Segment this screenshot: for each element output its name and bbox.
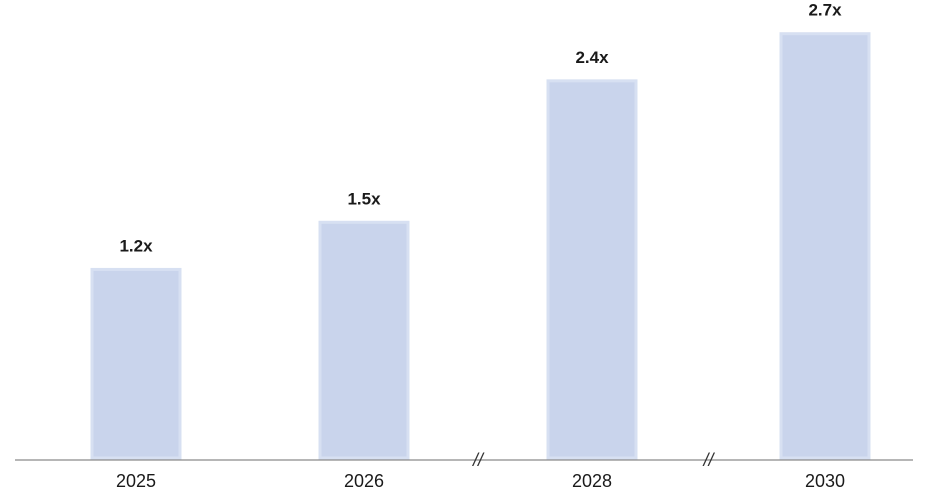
axis-break-after-2028: // [701, 450, 715, 470]
value-label-2028: 2.4x [575, 48, 609, 67]
bar-2026 [318, 220, 410, 460]
x-tick-labels-layer: 2025 2026 2028 2030 [116, 471, 845, 491]
bars-layer [90, 32, 871, 460]
axis-break-after-2026: // [471, 450, 485, 470]
value-label-2030: 2.7x [808, 1, 842, 20]
axis-breaks-layer: // // [471, 450, 716, 470]
x-tick-2025: 2025 [116, 471, 156, 489]
value-labels-layer: 1.2x 1.5x 2.4x 2.7x [119, 1, 842, 256]
value-label-2025: 1.2x [119, 236, 153, 255]
x-tick-2026: 2026 [344, 471, 384, 489]
x-tick-2030: 2030 [805, 471, 845, 489]
bar-2030 [779, 32, 871, 460]
value-label-2026: 1.5x [347, 189, 381, 208]
x-tick-2028: 2028 [572, 471, 612, 489]
bar-2028 [546, 79, 638, 460]
bar-2025 [90, 267, 182, 460]
